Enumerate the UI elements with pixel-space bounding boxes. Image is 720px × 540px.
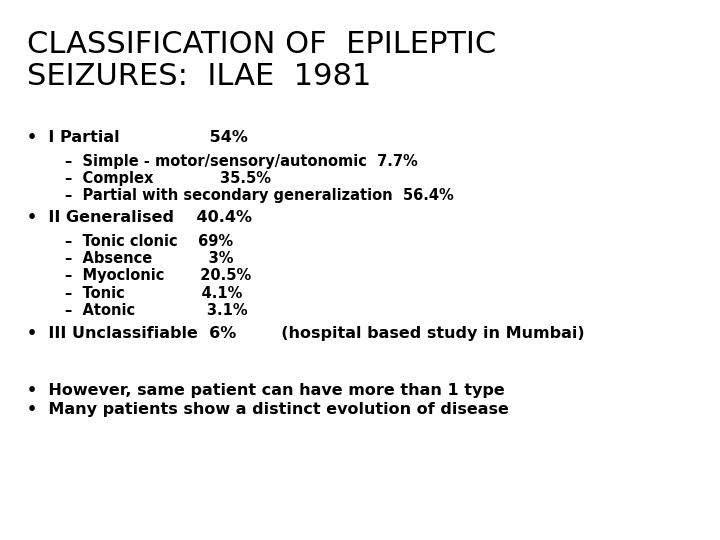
Text: •  I Partial                54%: • I Partial 54% <box>27 130 248 145</box>
Text: SEIZURES:  ILAE  1981: SEIZURES: ILAE 1981 <box>27 62 372 91</box>
Text: –  Atonic              3.1%: – Atonic 3.1% <box>65 303 248 318</box>
Text: •  III Unclassifiable  6%        (hospital based study in Mumbai): • III Unclassifiable 6% (hospital based … <box>27 326 585 341</box>
Text: •  However, same patient can have more than 1 type: • However, same patient can have more th… <box>27 383 505 399</box>
Text: –  Myoclonic       20.5%: – Myoclonic 20.5% <box>65 268 251 284</box>
Text: –  Tonic               4.1%: – Tonic 4.1% <box>65 286 242 301</box>
Text: –  Partial with secondary generalization  56.4%: – Partial with secondary generalization … <box>65 188 454 204</box>
Text: •  Many patients show a distinct evolution of disease: • Many patients show a distinct evolutio… <box>27 402 509 417</box>
Text: –  Complex             35.5%: – Complex 35.5% <box>65 171 271 186</box>
Text: CLASSIFICATION OF  EPILEPTIC: CLASSIFICATION OF EPILEPTIC <box>27 30 497 59</box>
Text: –  Simple - motor/sensory/autonomic  7.7%: – Simple - motor/sensory/autonomic 7.7% <box>65 154 418 169</box>
Text: –  Tonic clonic    69%: – Tonic clonic 69% <box>65 234 233 249</box>
Text: –  Absence           3%: – Absence 3% <box>65 251 233 266</box>
Text: •  II Generalised    40.4%: • II Generalised 40.4% <box>27 210 253 225</box>
